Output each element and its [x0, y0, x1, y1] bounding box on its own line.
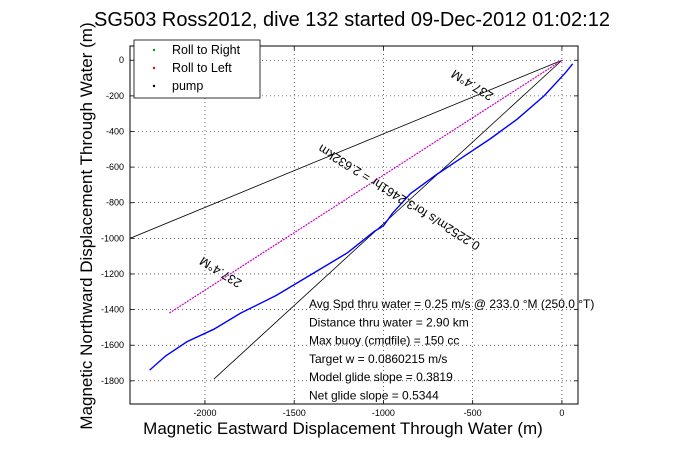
grid: [130, 46, 578, 404]
legend-label: Roll to Right: [172, 43, 241, 57]
annotation-line: Model glide slope = 0.3819: [309, 370, 453, 384]
series-track: [149, 63, 574, 371]
annotation-line: Net glide slope = 0.5344: [309, 389, 439, 403]
legend-label: Roll to Left: [172, 61, 232, 75]
plot-area: -2000 -1500 -1000 -500 0 0 -200 -400 -600 -800 -10…: [101, 39, 594, 418]
y-tick-label: -1600: [101, 340, 124, 350]
y-tick-label: 0: [119, 55, 124, 65]
legend-label: pump: [172, 79, 203, 93]
ticks: -2000 -1500 -1000 -500 0 0 -200 -400 -600 -800 -10…: [101, 46, 578, 418]
annotation-line: Max buoy (cmdfile) = 150 cc: [309, 334, 459, 348]
annotations: Avg Spd thru water = 0.25 m/s @ 233.0 °M…: [309, 297, 594, 403]
x-axis-label: Magnetic Eastward Displacement Through W…: [143, 419, 543, 438]
annotation-line: Distance thru water = 2.90 km: [309, 315, 469, 329]
x-tick-label: 0: [559, 408, 564, 418]
annotation-line: Target w = 0.0860215 m/s: [309, 352, 447, 366]
x-tick-label: -2000: [193, 408, 216, 418]
y-tick-label: -1400: [101, 305, 124, 315]
y-tick-label: -400: [106, 126, 124, 136]
x-tick-label: -500: [464, 408, 482, 418]
y-tick-label: -1000: [101, 233, 124, 243]
legend-marker: [152, 48, 156, 52]
axes-frame: [129, 45, 579, 405]
y-tick-label: -1200: [101, 269, 124, 279]
y-axis-label: Magnetic Northward Displacement Through …: [77, 22, 96, 429]
y-tick-label: -1800: [101, 376, 124, 386]
legend-marker: [152, 84, 156, 88]
y-tick-label: -200: [106, 91, 124, 101]
y-tick-label: -800: [106, 198, 124, 208]
x-tick-label: -1000: [372, 408, 395, 418]
legend: Roll to Right Roll to Left pump: [133, 39, 261, 99]
y-tick-label: -600: [106, 162, 124, 172]
legend-marker: [152, 66, 156, 70]
annotation-line: Avg Spd thru water = 0.25 m/s @ 233.0 °M…: [309, 297, 594, 311]
x-tick-label: -1500: [283, 408, 306, 418]
data-lines: [130, 59, 574, 380]
chart-title: SG503 Ross2012, dive 132 started 09-Dec-…: [94, 9, 610, 31]
reference-line: [130, 59, 563, 239]
